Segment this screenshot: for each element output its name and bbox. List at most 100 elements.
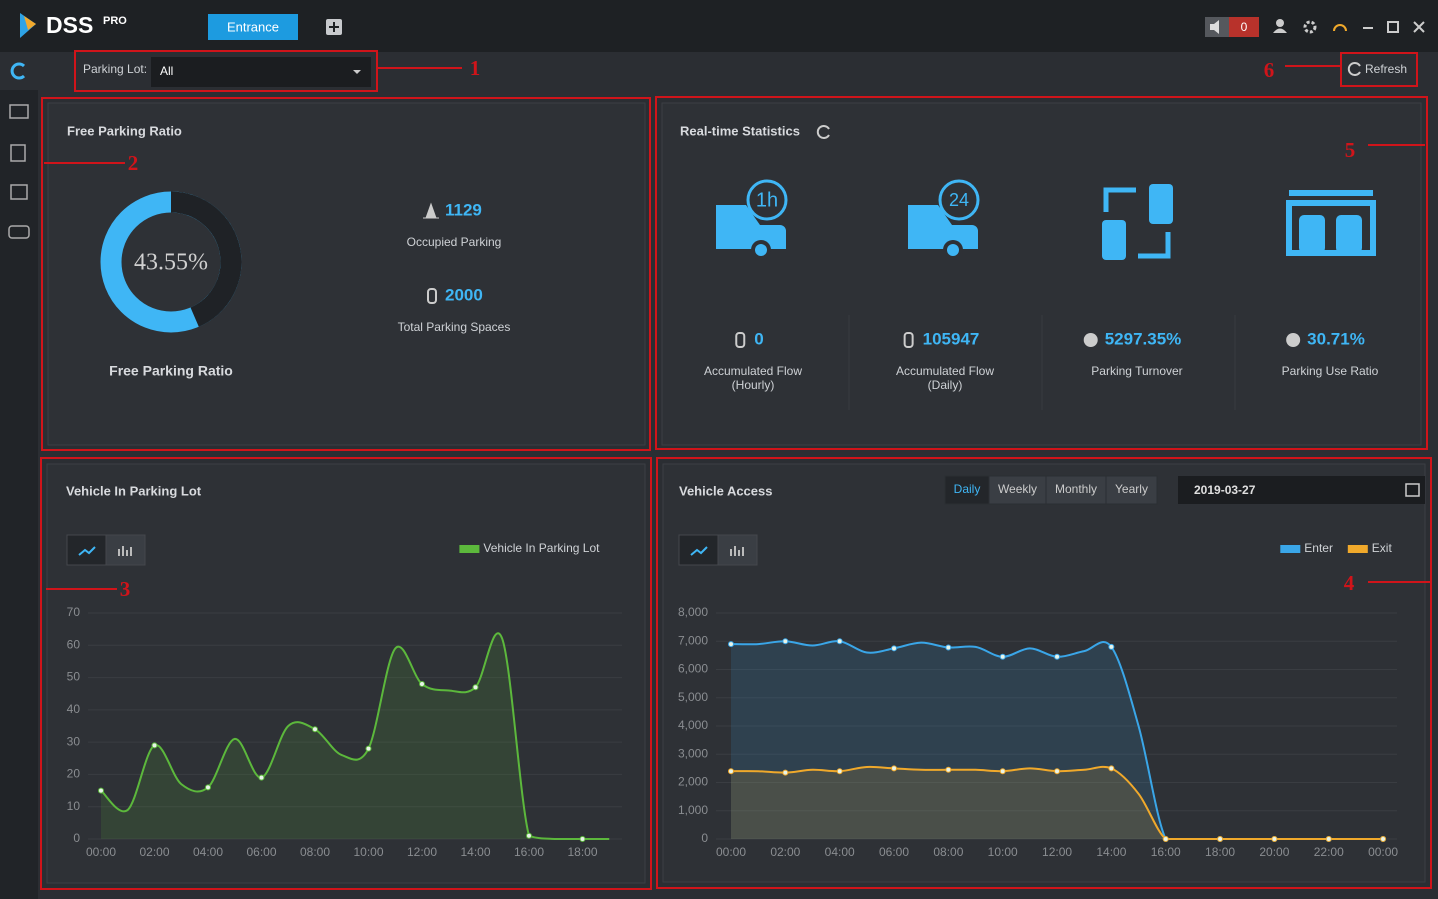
date-value: 2019-03-27 xyxy=(1194,483,1256,497)
data-point xyxy=(1162,836,1169,842)
panel xyxy=(47,102,646,446)
callout-box xyxy=(656,457,1432,889)
callout-number: 6 xyxy=(1264,58,1275,82)
period-tab-label[interactable]: Daily xyxy=(954,482,981,496)
x-tick-label: 06:00 xyxy=(879,845,909,859)
speaker-icon xyxy=(1210,20,1219,34)
period-tab-label[interactable]: Yearly xyxy=(1115,482,1148,496)
date-picker[interactable] xyxy=(1178,476,1425,504)
x-tick-label: 06:00 xyxy=(246,845,276,859)
x-tick-label: 00:00 xyxy=(716,845,746,859)
bar-view-icon xyxy=(118,546,132,556)
performance-icon[interactable] xyxy=(1333,24,1347,32)
line-view-icon xyxy=(78,546,96,556)
logo-sup: PRO xyxy=(103,15,127,27)
y-tick-label: 4,000 xyxy=(678,718,708,732)
data-point xyxy=(419,681,425,688)
x-tick-label: 14:00 xyxy=(1096,845,1126,859)
legend-label: Vehicle In Parking Lot xyxy=(483,541,600,555)
y-tick-label: 50 xyxy=(67,670,81,684)
hourly-icon: 1h xyxy=(716,179,788,260)
data-point xyxy=(258,774,265,781)
donut-caption: Free Parking Ratio xyxy=(109,363,233,379)
sidebar-item[interactable] xyxy=(9,104,29,119)
realtime-refresh-icon[interactable] xyxy=(816,125,830,139)
entrance-tab[interactable] xyxy=(208,14,298,40)
period-tab[interactable] xyxy=(1045,475,1107,505)
stat-value: 5297.35% xyxy=(1105,329,1182,348)
panel xyxy=(662,463,1426,883)
bar-view-button[interactable] xyxy=(105,534,146,566)
data-point xyxy=(1108,765,1115,772)
x-tick-label: 00:00 xyxy=(86,845,116,859)
panel-title: Free Parking Ratio xyxy=(67,123,182,138)
data-point xyxy=(782,769,789,776)
data-point xyxy=(151,742,158,749)
sidebar-item[interactable] xyxy=(10,144,26,162)
sidebar-item[interactable] xyxy=(8,225,30,239)
stat-icon xyxy=(1083,333,1098,347)
x-tick-label: 10:00 xyxy=(353,845,383,859)
x-tick-label: 02:00 xyxy=(139,845,169,859)
y-tick-label: 20 xyxy=(67,767,81,781)
parking-lot-label: Parking Lot: xyxy=(83,62,147,76)
data-point xyxy=(365,745,372,752)
entrance-tab-label[interactable]: Entrance xyxy=(227,19,279,34)
y-tick-label: 6,000 xyxy=(678,662,708,676)
sidebar-item[interactable] xyxy=(10,184,28,200)
refresh-button[interactable]: Refresh xyxy=(1365,62,1407,76)
sidebar-item-active[interactable] xyxy=(0,52,38,90)
data-point xyxy=(579,836,586,842)
callout-box xyxy=(74,50,378,92)
chart-title: Vehicle Access xyxy=(679,483,772,498)
period-tab-label[interactable]: Weekly xyxy=(998,482,1037,496)
maximize-button[interactable] xyxy=(1387,21,1399,33)
callout-number: 2 xyxy=(128,151,139,175)
period-tab[interactable] xyxy=(1105,475,1158,505)
y-tick-label: 1,000 xyxy=(678,803,708,817)
period-tab[interactable] xyxy=(988,475,1047,505)
data-point xyxy=(1054,768,1061,775)
data-point xyxy=(782,638,789,645)
callout-number: 5 xyxy=(1345,138,1356,162)
refresh-icon[interactable] xyxy=(1347,62,1361,76)
data-point xyxy=(1054,653,1061,660)
panel xyxy=(46,463,646,884)
data-point xyxy=(98,787,104,794)
add-tab-icon xyxy=(329,22,339,32)
calendar-icon[interactable] xyxy=(1405,483,1420,497)
stat-value: 0 xyxy=(754,329,763,348)
period-tab[interactable] xyxy=(944,475,990,505)
alarm-count: 0 xyxy=(1241,20,1248,34)
alarm-count-box[interactable] xyxy=(1229,17,1259,37)
data-point xyxy=(472,684,479,691)
y-tick-label: 0 xyxy=(701,831,708,845)
x-tick-label: 04:00 xyxy=(825,845,855,859)
turnover-icon xyxy=(1102,184,1173,260)
stat-icon xyxy=(1286,333,1301,347)
user-icon[interactable] xyxy=(1276,19,1284,27)
use-ratio-icon xyxy=(1286,190,1376,256)
settings-icon[interactable] xyxy=(1303,20,1317,34)
callout-number: 1 xyxy=(470,56,481,80)
stat-icon xyxy=(903,332,914,348)
occupied-value: 1129 xyxy=(445,200,482,219)
space-icon xyxy=(427,288,437,304)
x-tick-label: 10:00 xyxy=(988,845,1018,859)
bar-view-icon xyxy=(730,546,744,556)
data-point xyxy=(728,641,734,648)
data-point xyxy=(526,832,532,839)
bar-view-button[interactable] xyxy=(717,534,758,566)
x-tick-label: 16:00 xyxy=(1151,845,1181,859)
close-button[interactable] xyxy=(1413,21,1425,33)
y-tick-label: 40 xyxy=(67,702,81,716)
x-tick-label: 22:00 xyxy=(1314,845,1344,859)
period-tab-label[interactable]: Monthly xyxy=(1055,482,1097,496)
stat-label: Accumulated Flow xyxy=(896,364,994,378)
line-view-icon xyxy=(690,546,708,556)
parking-lot-select[interactable] xyxy=(151,57,371,87)
daily-icon: 24 xyxy=(908,179,980,260)
callout-box xyxy=(41,97,651,451)
